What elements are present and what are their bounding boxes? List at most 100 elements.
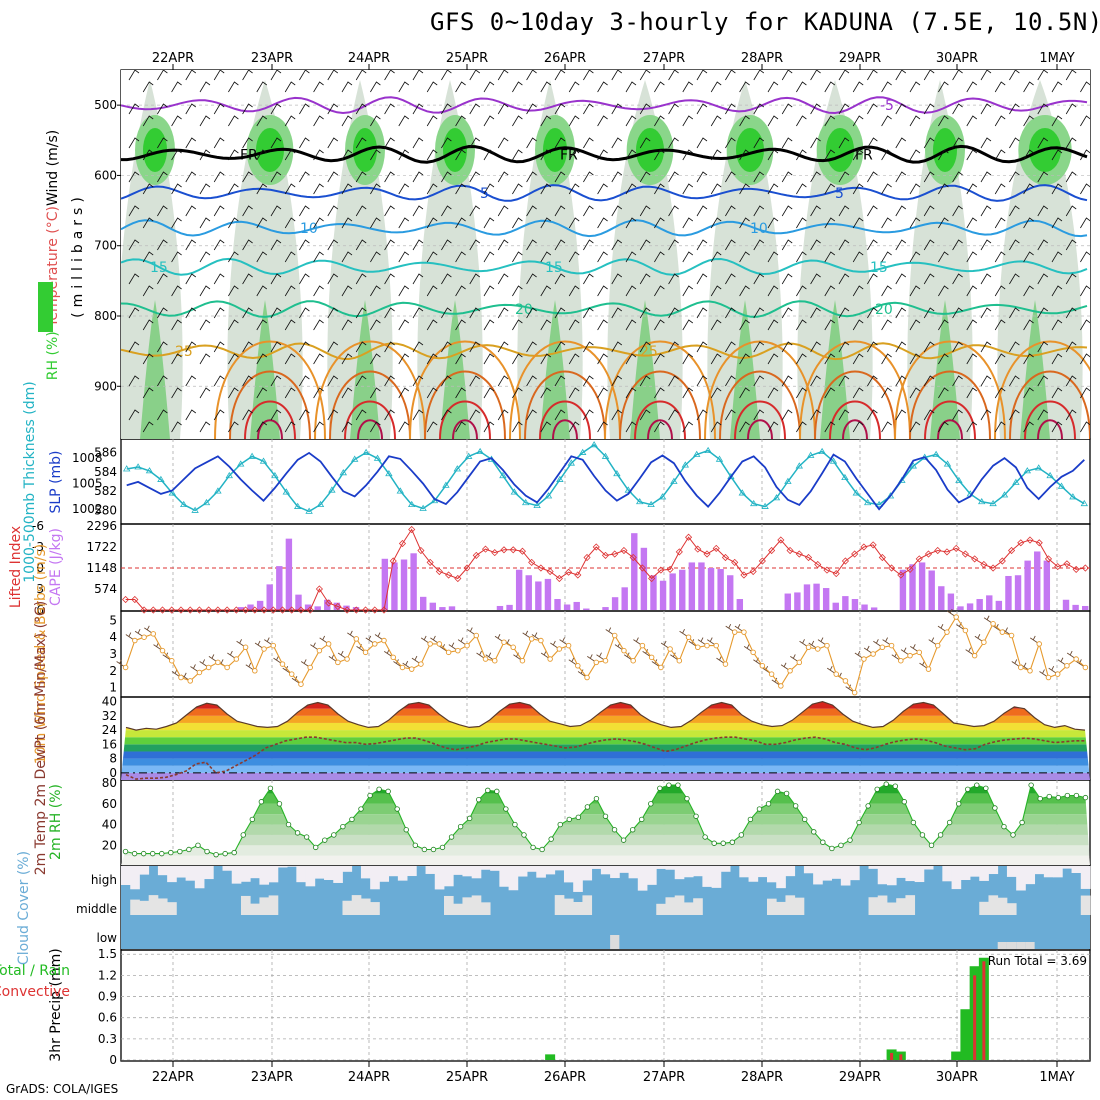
thickness-point xyxy=(385,470,393,477)
upper-wind-barb xyxy=(725,103,736,115)
upper-wind-barb xyxy=(469,171,481,183)
upper-wind-barb xyxy=(625,217,637,229)
upper-wind-barb xyxy=(753,239,765,251)
cloud-middle-gap xyxy=(130,899,140,915)
wind-speed-point xyxy=(141,634,147,640)
cape-bar xyxy=(918,562,926,610)
wind-speed-point xyxy=(362,649,369,656)
upper-wind-barb xyxy=(852,115,864,127)
rh-point xyxy=(195,842,201,849)
wind-speed-point xyxy=(455,647,461,654)
wind-speed-point xyxy=(658,664,664,671)
cape-bar xyxy=(410,553,417,610)
cape-bar xyxy=(1014,575,1022,610)
wind-speed-point xyxy=(169,657,175,664)
cloud-middle-gap xyxy=(480,902,491,915)
upper-wind-barb xyxy=(299,70,310,81)
cape-bar xyxy=(813,583,820,610)
upper-wind-barb xyxy=(725,375,736,387)
upper-wind-barb xyxy=(1051,353,1063,365)
rh-point xyxy=(702,834,708,840)
upper-wind-barb xyxy=(895,103,907,115)
thickness-point xyxy=(499,471,507,479)
upper-wind-barb xyxy=(398,387,410,399)
upper-wind-barb xyxy=(923,171,935,183)
thickness-point xyxy=(749,499,758,507)
rh-point xyxy=(1073,792,1080,799)
upper-wind-barb xyxy=(256,217,268,229)
upper-wind-barb xyxy=(270,137,282,149)
upper-wind-barb xyxy=(355,171,367,183)
warm-contour xyxy=(814,370,896,439)
temp-band xyxy=(121,772,1090,780)
cloud-high-gap xyxy=(776,866,786,889)
upper-wind-barb xyxy=(923,205,935,217)
cloud-high-gap xyxy=(886,866,897,886)
upper-wind-barb xyxy=(725,205,736,217)
upper-wind-barb xyxy=(696,205,708,217)
upper-wind-barb xyxy=(796,353,807,365)
cloud-high-gap xyxy=(1043,866,1054,878)
upper-wind-barb xyxy=(441,409,452,421)
upper-wind-barb xyxy=(852,319,864,331)
upper-wind-barb xyxy=(171,81,182,93)
cloud-high-gap xyxy=(333,866,343,883)
upper-wind-barb xyxy=(171,149,182,161)
upper-wind-barb xyxy=(341,81,353,93)
li-point xyxy=(380,606,388,614)
upper-wind-barb xyxy=(441,273,452,285)
upper-wind-barb xyxy=(852,387,864,399)
cape-bar xyxy=(544,578,552,610)
upper-wind-barb xyxy=(256,81,268,93)
upper-wind-barb xyxy=(824,353,836,365)
upper-wind-barb xyxy=(1065,273,1077,285)
warm-contour xyxy=(799,340,911,439)
upper-wind-barb xyxy=(895,409,907,421)
upper-wind-barb xyxy=(682,285,694,297)
wind-speed-point xyxy=(944,629,950,635)
cloud-high-gap xyxy=(370,866,380,890)
upper-wind-barb xyxy=(242,239,253,251)
upper-wind-barb xyxy=(540,387,552,399)
li-point xyxy=(500,546,508,554)
wind-speed-point xyxy=(879,644,886,651)
upper-wind-barb xyxy=(128,273,140,285)
upper-wind-barb xyxy=(1009,307,1020,319)
cape-bar xyxy=(314,606,321,610)
upper-wind-barb xyxy=(625,421,637,433)
upper-wind-barb xyxy=(639,205,651,217)
cloud-high-gap xyxy=(1006,866,1017,877)
upper-wind-barb xyxy=(256,149,268,161)
upper-wind-barb xyxy=(668,103,679,115)
wind-speed-point xyxy=(1082,664,1089,671)
cloud-high-gap xyxy=(517,866,528,877)
li-point xyxy=(260,606,268,614)
upper-wind-barb xyxy=(767,387,779,399)
thickness-point xyxy=(795,462,804,469)
rh-plot-area xyxy=(121,781,1090,865)
upper-wind-barb xyxy=(710,353,722,365)
cloud-middle-gap xyxy=(997,897,1008,915)
upper-wind-barb xyxy=(1065,341,1077,353)
thickness-point xyxy=(772,494,781,501)
upper-wind-barb xyxy=(881,319,892,331)
cloud-high-gap xyxy=(240,866,251,882)
cloud-high-gap xyxy=(462,866,473,877)
upper-wind-barb xyxy=(739,217,750,229)
wind-speed-point xyxy=(316,647,323,654)
upper-wind-barb xyxy=(341,217,353,229)
upper-wind-barb xyxy=(710,285,722,297)
upper-wind-barb xyxy=(696,409,708,421)
rh-point xyxy=(367,792,373,799)
upper-wind-barb xyxy=(384,171,395,183)
upper-wind-barb xyxy=(540,183,552,195)
upper-wind-barb xyxy=(512,387,523,399)
wind-speed-point xyxy=(815,646,821,652)
rh-point xyxy=(340,823,346,830)
upper-wind-barb xyxy=(611,375,623,387)
thickness-point xyxy=(476,447,484,455)
isotherm-line xyxy=(121,96,1088,115)
upper-wind-barb xyxy=(1023,115,1034,127)
upper-wind-barb xyxy=(966,421,978,433)
cloud-high-gap xyxy=(453,866,463,875)
